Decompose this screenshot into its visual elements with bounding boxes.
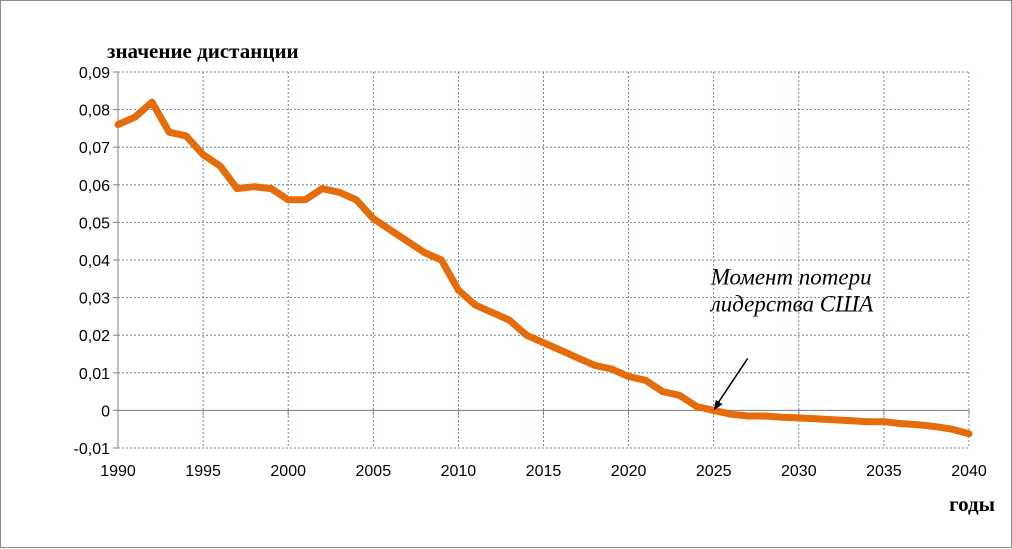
- y-tick-label-7: 0,06: [79, 178, 110, 195]
- y-tick-label-1: 0: [101, 403, 110, 420]
- x-tick-labels: 1990 1995 2000 2005 2010 2015 2020 2025 2030 2035…: [100, 463, 987, 480]
- annotation-arrow: [715, 357, 749, 407]
- y-axis-title: значение дистанции: [107, 39, 299, 63]
- y-tick-label-4: 0,03: [79, 291, 110, 308]
- y-tick-label-2: 0,01: [79, 366, 110, 383]
- y-tick-label-5: 0,04: [79, 253, 110, 270]
- x-tick-label-10: 2040: [951, 463, 987, 480]
- x-tick-label-1: 1995: [185, 463, 221, 480]
- y-tick-label-8: 0,07: [79, 140, 110, 157]
- x-tick-label-7: 2025: [696, 463, 732, 480]
- annotation-line-2: лидерства США: [709, 291, 874, 316]
- x-tick-label-2: 2000: [270, 463, 306, 480]
- x-axis-title: годы: [949, 492, 995, 516]
- y-tick-labels: -0,01 0 0,01 0,02 0,03 0,04 0,05 0,06 0,07 0,08 0,…: [74, 65, 111, 458]
- y-tick-label-6: 0,05: [79, 215, 110, 232]
- y-tick-label-10: 0,09: [79, 65, 110, 82]
- series-line-0: [114, 98, 973, 438]
- x-tick-label-9: 2035: [866, 463, 902, 480]
- annotation-arrow-head: [713, 399, 723, 411]
- y-tick-label-3: 0,02: [79, 328, 110, 345]
- annotation-line-1: Момент потери: [710, 264, 872, 289]
- x-tick-label-4: 2010: [441, 463, 477, 480]
- x-tick-label-0: 1990: [100, 463, 136, 480]
- x-tick-label-5: 2015: [526, 463, 562, 480]
- grid: [118, 71, 970, 449]
- axes: [113, 71, 970, 449]
- x-tick-label-3: 2005: [356, 463, 392, 480]
- y-tick-label-9: 0,08: [79, 103, 110, 120]
- annotation: Момент потери лидерства США: [709, 264, 874, 411]
- y-tick-label-0: -0,01: [74, 441, 111, 458]
- x-tick-label-8: 2030: [781, 463, 817, 480]
- series: [114, 98, 973, 438]
- x-tick-label-6: 2020: [611, 463, 647, 480]
